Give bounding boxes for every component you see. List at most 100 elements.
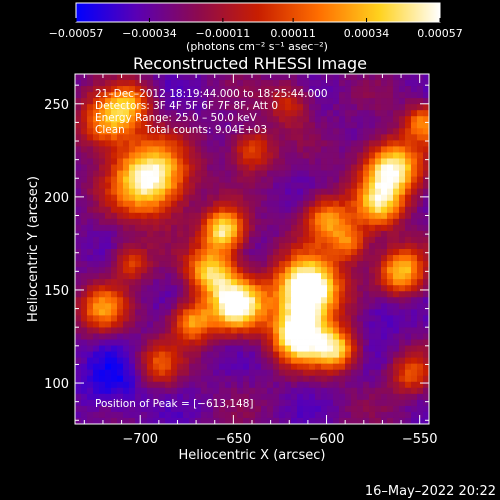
heatmap-cell — [345, 333, 352, 340]
heatmap-cell — [189, 218, 196, 226]
heatmap-cell — [369, 206, 376, 214]
heatmap-cell — [327, 309, 334, 316]
heatmap-cell — [117, 188, 124, 196]
heatmap-cell — [327, 255, 334, 262]
heatmap-cell — [309, 321, 316, 328]
heatmap-cell — [423, 74, 430, 81]
heatmap-cell — [267, 279, 274, 286]
heatmap-cell — [399, 152, 406, 159]
heatmap-cell — [321, 333, 328, 340]
heatmap-cell — [267, 110, 274, 117]
heatmap-cell — [345, 80, 352, 87]
heatmap-cell — [309, 357, 316, 365]
heatmap-cell — [207, 158, 214, 165]
heatmap-cell — [339, 315, 346, 322]
heatmap-cell — [309, 375, 316, 383]
heatmap-cell — [261, 411, 268, 419]
heatmap-cell — [411, 242, 418, 250]
heatmap-cell — [279, 267, 286, 274]
heatmap-cell — [273, 212, 280, 220]
heatmap-cell — [243, 80, 250, 87]
heatmap-cell — [123, 363, 130, 371]
heatmap-cell — [171, 351, 178, 359]
heatmap-cell — [261, 315, 268, 322]
heatmap-cell — [213, 176, 220, 184]
heatmap-cell — [357, 333, 364, 340]
heatmap-cell — [201, 230, 208, 238]
heatmap-cell — [405, 164, 412, 171]
heatmap-cell — [123, 170, 130, 177]
heatmap-cell — [159, 369, 166, 377]
heatmap-cell — [99, 98, 106, 105]
heatmap-cell — [219, 146, 226, 153]
heatmap-cell — [183, 146, 190, 153]
heatmap-cell — [393, 249, 400, 256]
heatmap-cell — [225, 261, 232, 268]
heatmap-cell — [219, 116, 226, 123]
heatmap-cell — [423, 134, 430, 141]
heatmap-cell — [237, 291, 244, 298]
heatmap-cell — [315, 375, 322, 383]
heatmap-cell — [207, 92, 214, 99]
heatmap-cell — [315, 170, 322, 177]
heatmap-cell — [117, 363, 124, 371]
heatmap-cell — [363, 399, 370, 407]
heatmap-cell — [183, 176, 190, 184]
heatmap-cell — [75, 303, 82, 310]
heatmap-cell — [135, 351, 142, 359]
heatmap-cell — [219, 375, 226, 383]
heatmap-cell — [111, 134, 118, 141]
heatmap-cell — [351, 255, 358, 262]
heatmap-cell — [147, 104, 154, 111]
heatmap-cell — [381, 230, 388, 238]
heatmap-cell — [153, 393, 160, 401]
heatmap-cell — [183, 170, 190, 177]
heatmap-cell — [237, 309, 244, 316]
heatmap-cell — [171, 122, 178, 129]
heatmap-cell — [99, 369, 106, 377]
heatmap-cell — [183, 345, 190, 352]
heatmap-cell — [357, 80, 364, 87]
heatmap-cell — [381, 405, 388, 413]
footer-timestamp: 16–May–2022 20:22 — [365, 484, 496, 499]
heatmap-cell — [417, 236, 424, 244]
heatmap-cell — [201, 333, 208, 340]
heatmap-cell — [105, 387, 112, 395]
heatmap-cell — [183, 405, 190, 413]
heatmap-cell — [207, 200, 214, 208]
heatmap-cell — [81, 176, 88, 184]
heatmap-cell — [87, 315, 94, 322]
heatmap-cell — [177, 146, 184, 153]
heatmap-cell — [363, 405, 370, 413]
heatmap-cell — [399, 140, 406, 147]
heatmap-cell — [123, 230, 130, 238]
heatmap-cell — [153, 345, 160, 352]
heatmap-cell — [195, 74, 202, 81]
heatmap-cell — [81, 351, 88, 359]
heatmap-cell — [231, 188, 238, 196]
heatmap-cell — [75, 315, 82, 322]
heatmap-cell — [411, 92, 418, 99]
heatmap-cell — [225, 375, 232, 383]
heatmap-cell — [147, 321, 154, 328]
heatmap-cell — [417, 110, 424, 117]
heatmap-cell — [219, 74, 226, 81]
heatmap-cell — [141, 164, 148, 171]
heatmap-cell — [333, 321, 340, 328]
heatmap-cell — [339, 74, 346, 81]
heatmap-cell — [309, 170, 316, 177]
heatmap-cell — [279, 104, 286, 111]
heatmap-cell — [87, 140, 94, 147]
heatmap-cell — [171, 381, 178, 389]
heatmap-cell — [195, 236, 202, 244]
heatmap-cell — [279, 417, 286, 425]
heatmap-cell — [153, 230, 160, 238]
heatmap-cell — [201, 212, 208, 220]
heatmap-cell — [369, 417, 376, 425]
heatmap-cell — [111, 242, 118, 250]
heatmap-cell — [129, 176, 136, 184]
heatmap-cell — [423, 218, 430, 226]
heatmap-cell — [81, 321, 88, 328]
heatmap-cell — [393, 128, 400, 135]
heatmap-cell — [261, 206, 268, 214]
